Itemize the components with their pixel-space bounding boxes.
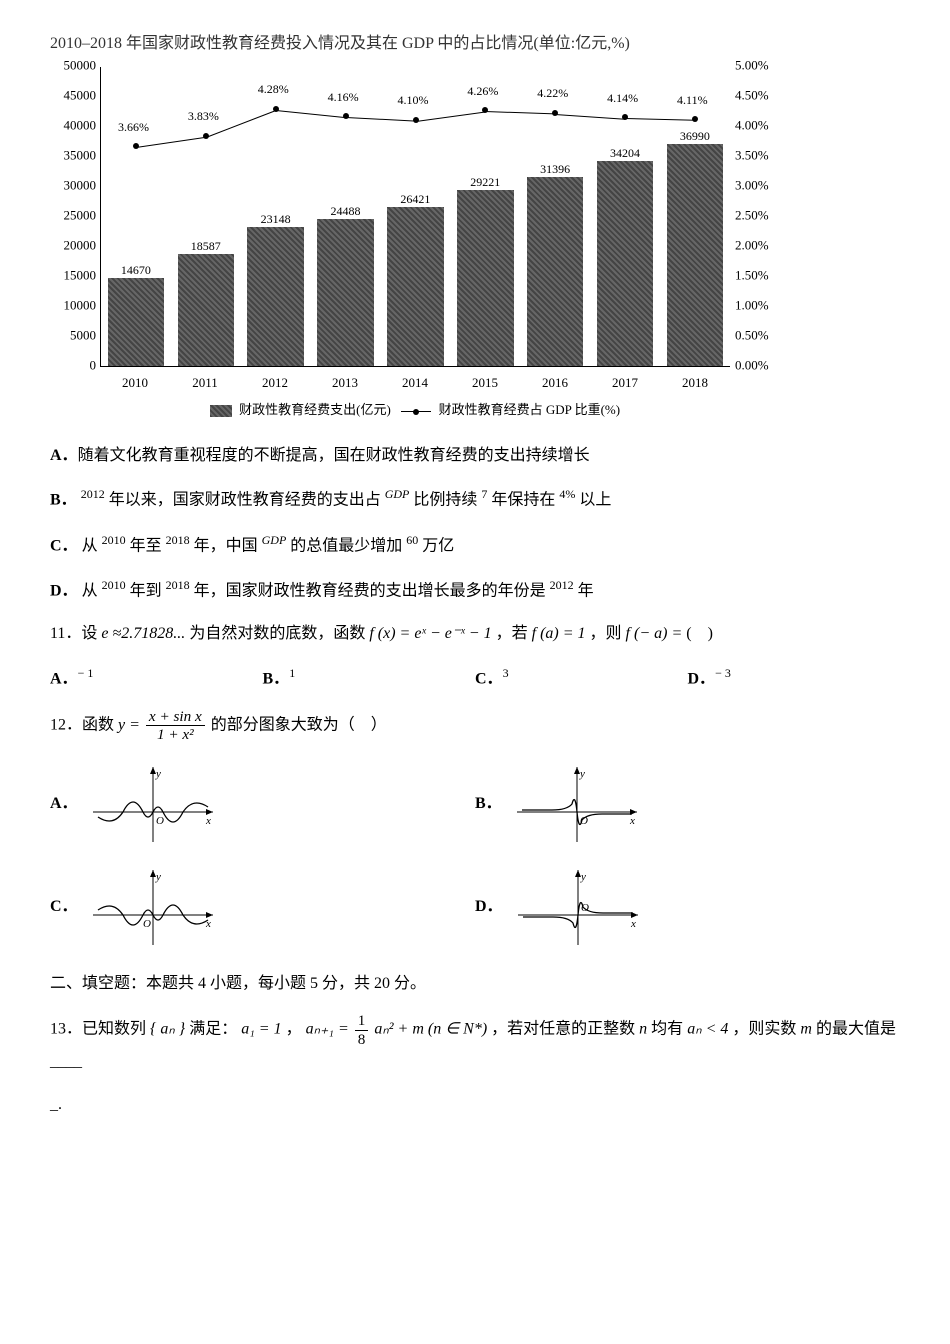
section-2-title: 二、填空题：本题共 4 小题，每小题 5 分，共 20 分。 (50, 970, 900, 999)
combo-chart: 3.66%3.83%4.28%4.16%4.10%4.26%4.22%4.14%… (100, 67, 730, 367)
graph-b-icon: y x O (512, 762, 642, 847)
graph-d-icon: y x O (513, 865, 643, 950)
legend-line-label: 财政性教育经费占 GDP 比重(%) (439, 402, 621, 417)
legend-bar-label: 财政性教育经费支出(亿元) (239, 402, 391, 417)
svg-text:O: O (143, 918, 151, 930)
svg-text:y: y (155, 768, 161, 780)
q11-opt-d: D．− 3 (688, 663, 901, 694)
option-d: D． 从 2010 年到 2018 年，国家财政性教育经费的支出增长最多的年份是… (50, 575, 900, 606)
graph-c-icon: y x O (88, 865, 218, 950)
svg-text:x: x (205, 918, 211, 930)
q12-opt-c: C． y x O (50, 865, 475, 950)
q12-fraction: x + sin x 1 + x² (146, 708, 205, 744)
q12-row1: A． y x O B． y x O (50, 762, 900, 847)
legend-swatch-bar (210, 405, 232, 417)
q13-cont: _. (50, 1091, 900, 1120)
legend-line-icon (401, 411, 431, 412)
q12-stem: 12．函数 y = x + sin x 1 + x² 的部分图象大致为（ ） (50, 708, 900, 744)
q11-opt-b: B．1 (263, 663, 476, 694)
q11-opt-c: C．3 (475, 663, 688, 694)
q12-opt-b: B． y x O (475, 762, 900, 847)
x-axis-labels: 201020112012201320142015201620172018 (100, 371, 730, 394)
svg-text:x: x (205, 815, 211, 827)
svg-text:y: y (579, 768, 585, 780)
q13-stem: 13．已知数列 { aₙ } 满足： a₁ = 1 ， aₙ₊₁ = 1 8 a… (50, 1012, 900, 1077)
option-a: A．随着文化教育重视程度的不断提高，国在财政性教育经费的支出持续增长 (50, 442, 900, 471)
svg-text:x: x (629, 815, 635, 827)
q12-opt-a: A． y x O (50, 762, 475, 847)
svg-text:y: y (155, 871, 161, 883)
q13-fraction: 1 8 (355, 1012, 369, 1048)
svg-text:x: x (630, 918, 636, 930)
svg-text:y: y (580, 871, 586, 883)
chart-title: 2010–2018 年国家财政性教育经费投入情况及其在 GDP 中的占比情况(单… (50, 30, 780, 59)
q11-opt-a: A．− 1 (50, 663, 263, 694)
chart-container: 2010–2018 年国家财政性教育经费投入情况及其在 GDP 中的占比情况(单… (50, 30, 780, 422)
q12-opt-d: D． y x O (475, 865, 900, 950)
option-c: C． 从 2010 年至 2018 年，中国 GDP 的总值最少增加 60 万亿 (50, 530, 900, 561)
svg-text:O: O (156, 815, 164, 827)
q11-options: A．− 1 B．1 C．3 D．− 3 (50, 663, 900, 694)
q12-row2: C． y x O D． y x O (50, 865, 900, 950)
graph-a-icon: y x O (88, 762, 218, 847)
option-b: B． 2012 年以来，国家财政性教育经费的支出占 GDP 比例持续 7 年保持… (50, 484, 900, 515)
chart-legend: 财政性教育经费支出(亿元) 财政性教育经费占 GDP 比重(%) (100, 398, 730, 421)
q11-stem: 11．设 e ≈2.71828... 为自然对数的底数，函数 f (x) = e… (50, 620, 900, 649)
